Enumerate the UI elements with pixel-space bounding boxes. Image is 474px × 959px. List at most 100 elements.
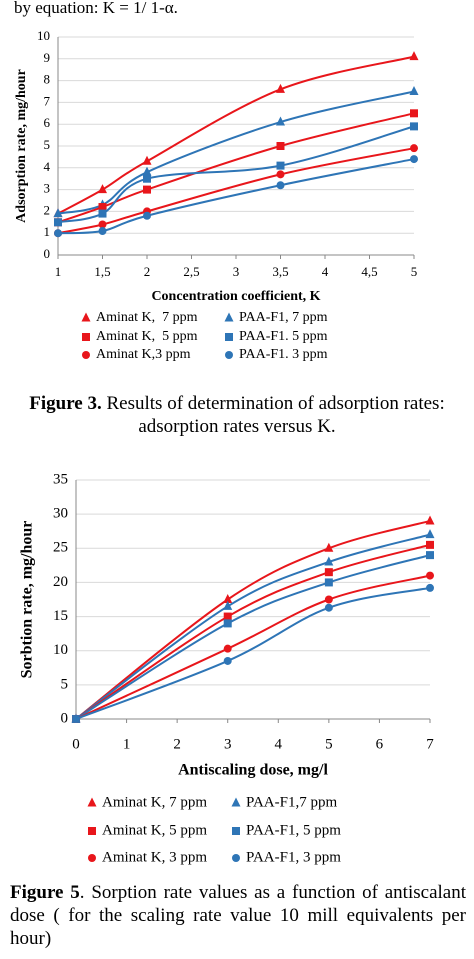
marker <box>276 116 285 126</box>
legend-label: PAA-F1,7 ppm <box>246 794 337 810</box>
y-tick-label: 10 <box>37 28 50 43</box>
x-tick-label: 3 <box>224 736 232 752</box>
x-axis-title: Antiscaling dose, mg/l <box>178 762 328 779</box>
marker <box>98 184 107 194</box>
legend-marker <box>224 312 234 322</box>
intro-text: by equation: K = 1/ 1-α. <box>14 0 178 17</box>
x-tick-label: 6 <box>376 736 384 752</box>
legend-marker <box>87 797 97 807</box>
y-tick-label: 2 <box>44 202 51 217</box>
x-tick-label: 1 <box>123 736 131 752</box>
y-tick-label: 8 <box>44 72 51 87</box>
legend-label: PAA-F1, 3 ppm <box>246 849 341 865</box>
marker <box>410 109 418 118</box>
marker <box>409 51 419 61</box>
marker <box>324 568 333 577</box>
caption-text: Results of determination of adsorption r… <box>101 393 445 437</box>
legend-marker <box>88 854 96 862</box>
legend-marker <box>231 797 241 807</box>
series-line <box>57 125 415 224</box>
legend-marker <box>82 351 90 359</box>
marker <box>276 83 285 93</box>
y-tick-label: 3 <box>44 181 51 196</box>
marker <box>223 612 232 621</box>
figure-caption: Figure 3. Results of determination of ad… <box>0 392 474 438</box>
series-line <box>75 586 431 720</box>
y-tick-label: 1 <box>44 224 51 239</box>
marker <box>410 122 418 131</box>
legend-marker <box>88 827 96 835</box>
series-line <box>57 112 415 224</box>
y-tick-label: 20 <box>53 574 68 590</box>
marker <box>324 542 334 552</box>
marker <box>98 203 107 212</box>
marker <box>223 644 232 653</box>
marker <box>98 220 107 229</box>
x-tick-label: 4,5 <box>361 264 377 279</box>
series-line <box>57 55 415 215</box>
marker <box>425 515 435 525</box>
y-tick-label: 0 <box>44 246 51 261</box>
legend-marker <box>82 333 90 341</box>
y-tick-label: 5 <box>61 676 69 692</box>
marker <box>410 144 418 153</box>
x-tick-label: 2,5 <box>183 264 199 279</box>
legend-marker <box>232 854 240 862</box>
marker <box>425 529 435 539</box>
x-tick-label: 7 <box>426 736 434 752</box>
series-line <box>75 554 431 720</box>
marker <box>324 595 333 604</box>
x-tick-label: 5 <box>411 264 418 279</box>
series-line <box>75 543 431 720</box>
marker <box>324 578 333 587</box>
y-tick-label: 15 <box>53 608 68 624</box>
series-line <box>57 158 415 235</box>
y-tick-label: 35 <box>53 471 68 487</box>
x-tick-label: 2 <box>173 736 181 752</box>
legend-label: PAA-F1, 5 ppm <box>246 822 341 838</box>
y-axis-title: Adsorption rate, mg/hour <box>14 69 29 223</box>
marker <box>98 209 107 218</box>
legend-label: PAA-F1. 3 ppm <box>239 347 328 362</box>
legend-marker <box>232 827 240 835</box>
x-tick-label: 1,5 <box>94 264 110 279</box>
legend-label: PAA-F1. 5 ppm <box>239 329 328 344</box>
series-line <box>75 574 431 720</box>
caption-label: Figure 3. <box>29 393 102 414</box>
marker <box>409 86 419 95</box>
x-tick-label: 3,5 <box>272 264 288 279</box>
marker <box>276 181 285 190</box>
marker <box>276 161 285 170</box>
marker <box>72 715 80 723</box>
marker <box>324 603 333 612</box>
marker <box>276 142 285 150</box>
x-axis-title: Concentration coefficient, K <box>151 289 320 304</box>
y-tick-label: 30 <box>53 506 68 522</box>
series-line <box>57 147 415 235</box>
legend-label: PAA-F1, 7 ppm <box>239 310 328 325</box>
marker <box>53 208 63 218</box>
marker <box>426 571 434 580</box>
marker <box>142 166 152 176</box>
marker <box>143 211 151 220</box>
y-tick-label: 9 <box>44 50 51 65</box>
x-tick-label: 2 <box>144 264 151 279</box>
series-line <box>75 533 431 720</box>
marker <box>426 583 434 592</box>
series-line <box>57 90 415 215</box>
legend-label: Aminat K, 5 ppm <box>96 329 198 344</box>
marker <box>426 540 434 549</box>
marker <box>276 170 285 179</box>
legend-label: Aminat K, 7 ppm <box>96 310 198 325</box>
y-tick-label: 25 <box>53 540 68 556</box>
x-tick-label: 1 <box>55 264 62 279</box>
marker <box>223 619 232 628</box>
marker <box>223 656 232 665</box>
y-tick-label: 6 <box>44 115 51 130</box>
marker <box>54 218 62 227</box>
marker <box>426 551 434 560</box>
x-tick-label: 4 <box>275 736 283 752</box>
marker <box>223 594 233 603</box>
